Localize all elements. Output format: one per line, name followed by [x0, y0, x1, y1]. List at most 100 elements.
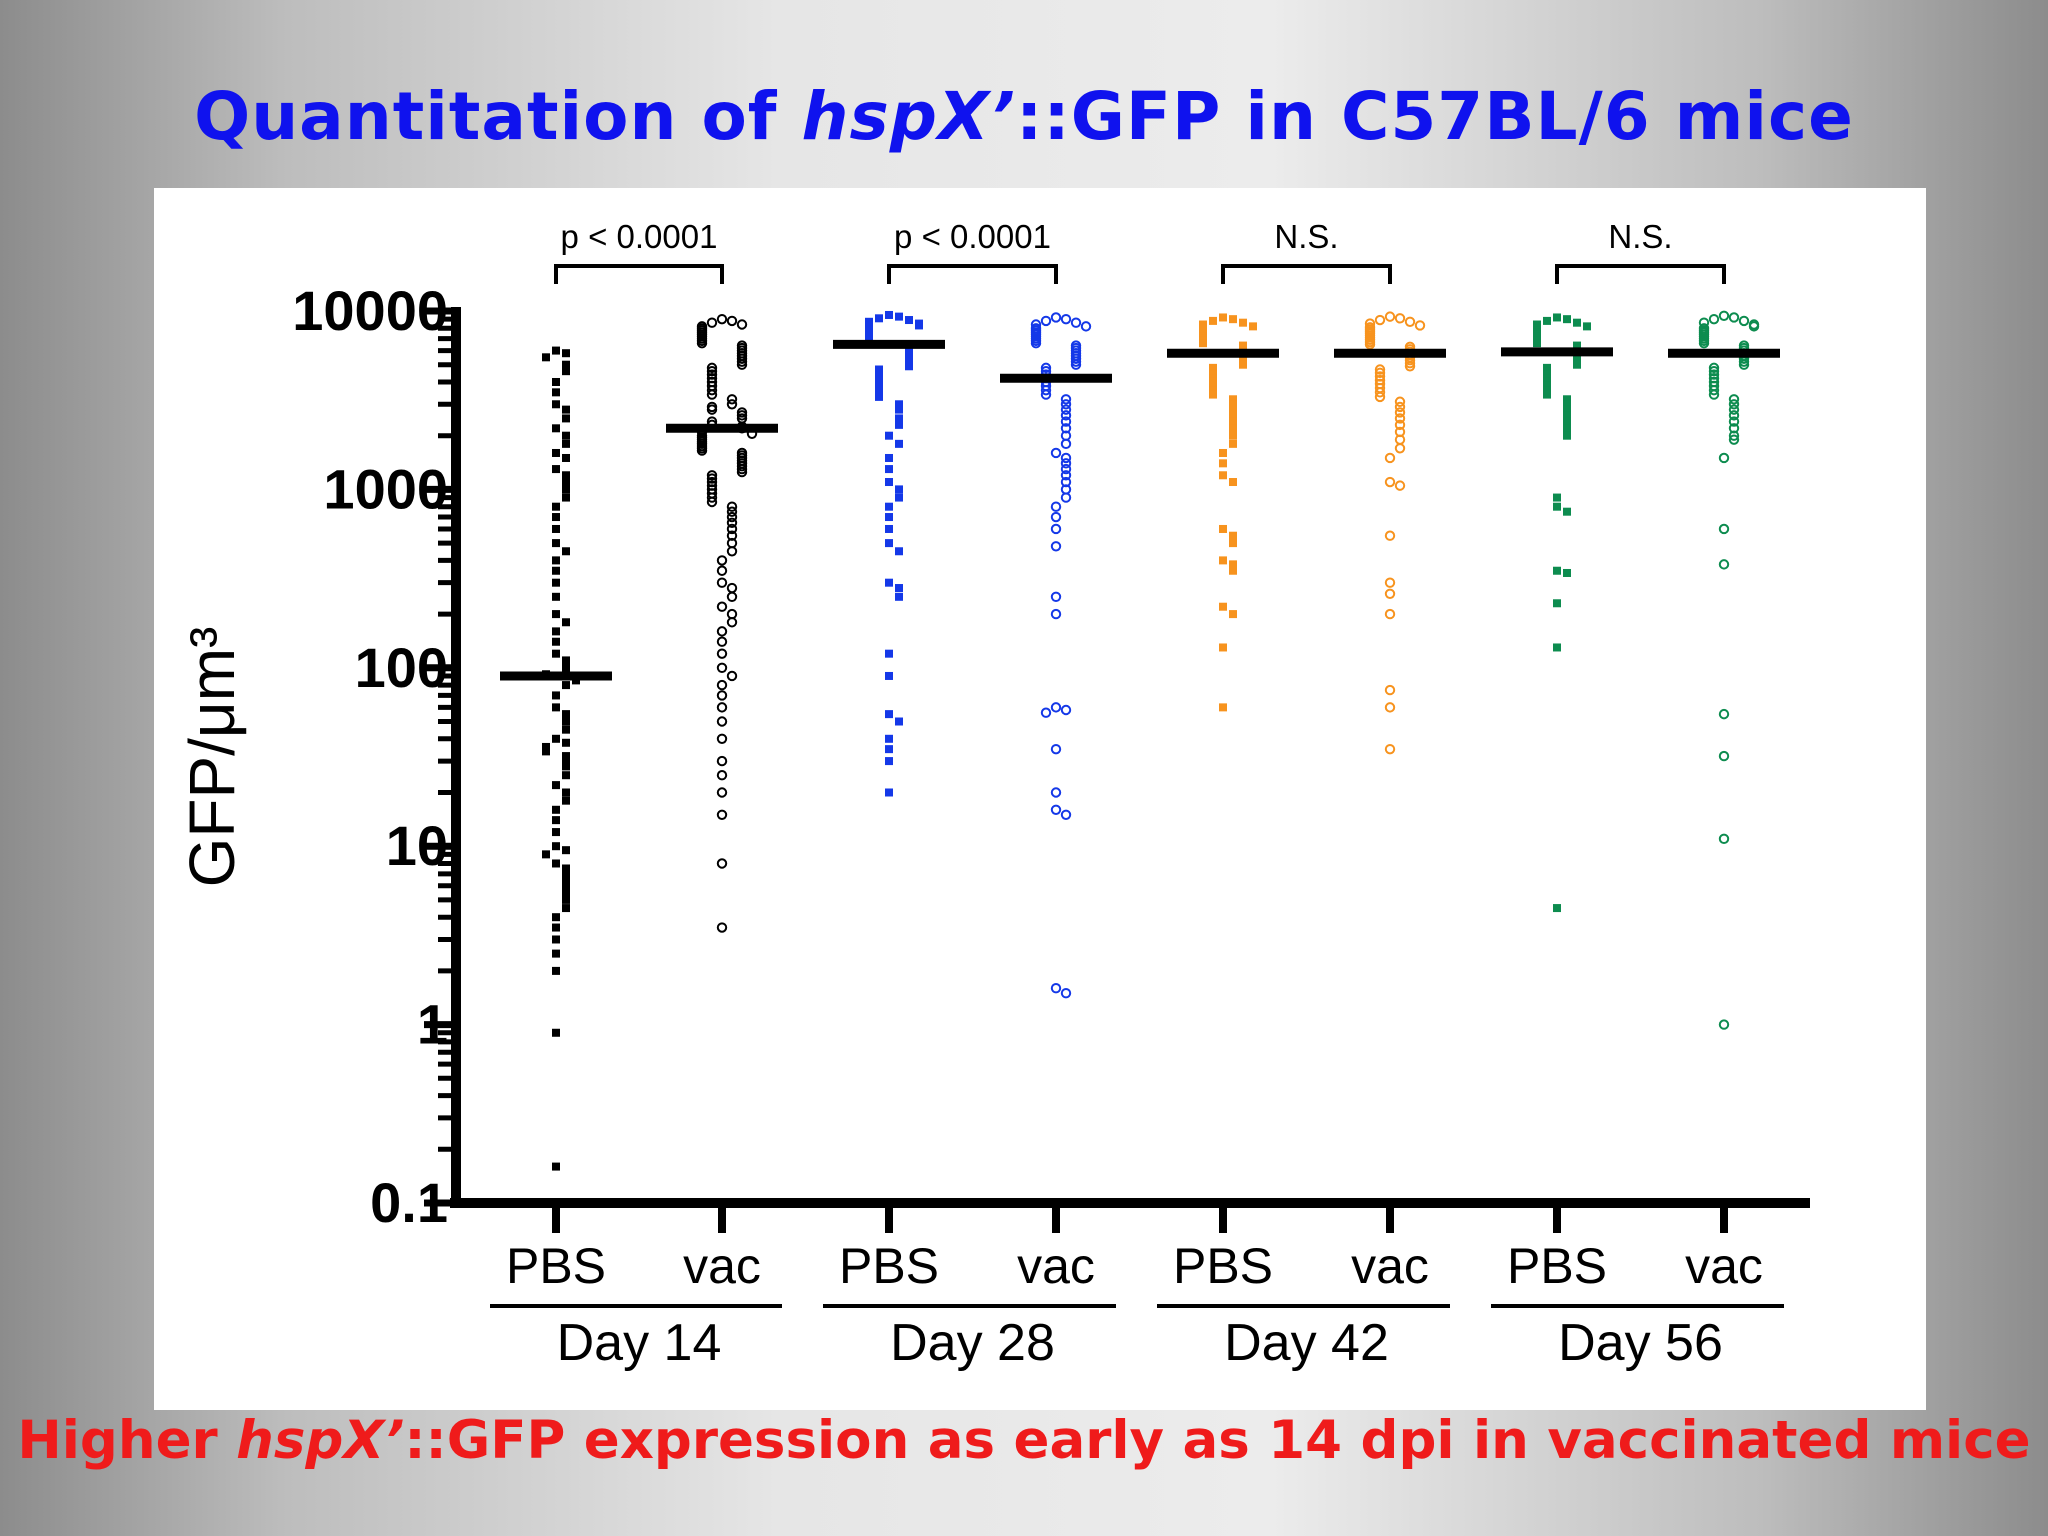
data-point — [562, 869, 570, 878]
data-point — [716, 577, 728, 588]
data-point — [1728, 410, 1740, 421]
data-point — [1229, 424, 1237, 433]
data-point — [1080, 321, 1092, 332]
data-point — [1533, 339, 1541, 348]
data-point — [1563, 431, 1571, 440]
data-point — [1718, 523, 1730, 535]
data-point — [1060, 404, 1072, 415]
data-point — [1553, 313, 1561, 322]
data-point — [562, 367, 570, 376]
data-point — [885, 671, 893, 680]
data-point — [1050, 702, 1062, 713]
data-point — [1728, 434, 1740, 445]
data-point — [1738, 315, 1750, 327]
data-point — [1553, 904, 1561, 913]
data-point — [1219, 643, 1227, 652]
data-point — [1728, 399, 1740, 410]
data-point — [1060, 470, 1072, 481]
data-point — [1563, 315, 1571, 324]
data-point — [875, 379, 883, 388]
data-point — [562, 414, 570, 423]
data-point — [1708, 362, 1720, 374]
x-category-label: vac — [683, 1238, 761, 1294]
y-tick-label: 0.1 — [370, 1171, 448, 1234]
data-point — [562, 439, 570, 448]
data-point — [1728, 430, 1740, 441]
data-point — [1384, 577, 1396, 588]
data-point — [716, 922, 728, 933]
data-point — [905, 362, 913, 371]
data-point — [1543, 381, 1551, 390]
data-point — [885, 539, 893, 548]
data-point — [562, 725, 570, 734]
data-point — [562, 717, 570, 726]
title-text-post: ::GFP in C57BL/6 mice — [1015, 78, 1854, 155]
data-point — [1219, 448, 1227, 457]
data-point — [1384, 684, 1396, 696]
data-point — [552, 513, 560, 522]
y-tick-label: 1 — [417, 993, 448, 1056]
data-point — [1728, 423, 1740, 434]
data-point — [1718, 1019, 1730, 1030]
data-point — [716, 770, 728, 781]
data-point — [726, 608, 738, 620]
data-point — [895, 414, 903, 423]
day-group-label: Day 56 — [1558, 1314, 1723, 1372]
data-point — [1553, 643, 1561, 652]
data-point — [1050, 447, 1062, 459]
significance-bracket — [1555, 264, 1726, 284]
data-point — [1229, 566, 1237, 575]
data-point — [915, 321, 923, 330]
data-point — [696, 445, 708, 456]
data-point — [562, 881, 570, 890]
data-point — [1708, 313, 1720, 325]
data-point — [706, 384, 718, 396]
data-point — [1748, 321, 1760, 332]
significance-label: p < 0.0001 — [894, 218, 1051, 255]
data-point — [1384, 476, 1396, 488]
data-point — [726, 506, 738, 517]
data-point — [696, 337, 708, 349]
data-point — [1229, 560, 1237, 569]
data-point — [562, 405, 570, 414]
series-day-42-pbs — [1167, 313, 1279, 712]
data-point — [1219, 471, 1227, 480]
data-point — [1030, 337, 1042, 349]
data-point — [1229, 431, 1237, 440]
data-point — [1563, 395, 1571, 404]
data-point — [1219, 459, 1227, 468]
data-point — [1060, 476, 1072, 488]
data-point — [1060, 313, 1072, 325]
data-point — [1060, 410, 1072, 421]
data-point — [885, 734, 893, 743]
data-point — [562, 875, 570, 884]
series-day-14-pbs — [500, 346, 612, 1171]
data-point — [726, 501, 738, 512]
data-point — [1060, 463, 1072, 475]
data-point — [895, 493, 903, 502]
data-point — [552, 524, 560, 533]
data-point — [1718, 833, 1730, 845]
footer-conclusion: Higher hspX’::GFP expression as early as… — [0, 1410, 2048, 1471]
data-point — [542, 353, 550, 362]
data-point — [1050, 523, 1062, 535]
data-point — [706, 317, 718, 328]
data-point — [1219, 556, 1227, 565]
x-category-label: vac — [1017, 1238, 1095, 1294]
data-point — [875, 314, 883, 323]
data-point — [1060, 416, 1072, 427]
data-point — [1718, 750, 1730, 762]
footer-text-post: ::GFP expression as early as 14 dpi in v… — [404, 1410, 2031, 1471]
data-point — [562, 757, 570, 766]
significance-label: N.S. — [1274, 218, 1338, 255]
data-point — [1199, 339, 1207, 348]
data-point — [726, 523, 738, 535]
data-point — [1070, 359, 1082, 370]
data-point — [552, 781, 560, 790]
data-point — [1573, 360, 1581, 369]
data-point — [552, 828, 560, 837]
data-point — [1394, 313, 1406, 324]
data-point — [1050, 804, 1062, 815]
data-point — [905, 316, 913, 325]
data-point — [542, 742, 550, 751]
